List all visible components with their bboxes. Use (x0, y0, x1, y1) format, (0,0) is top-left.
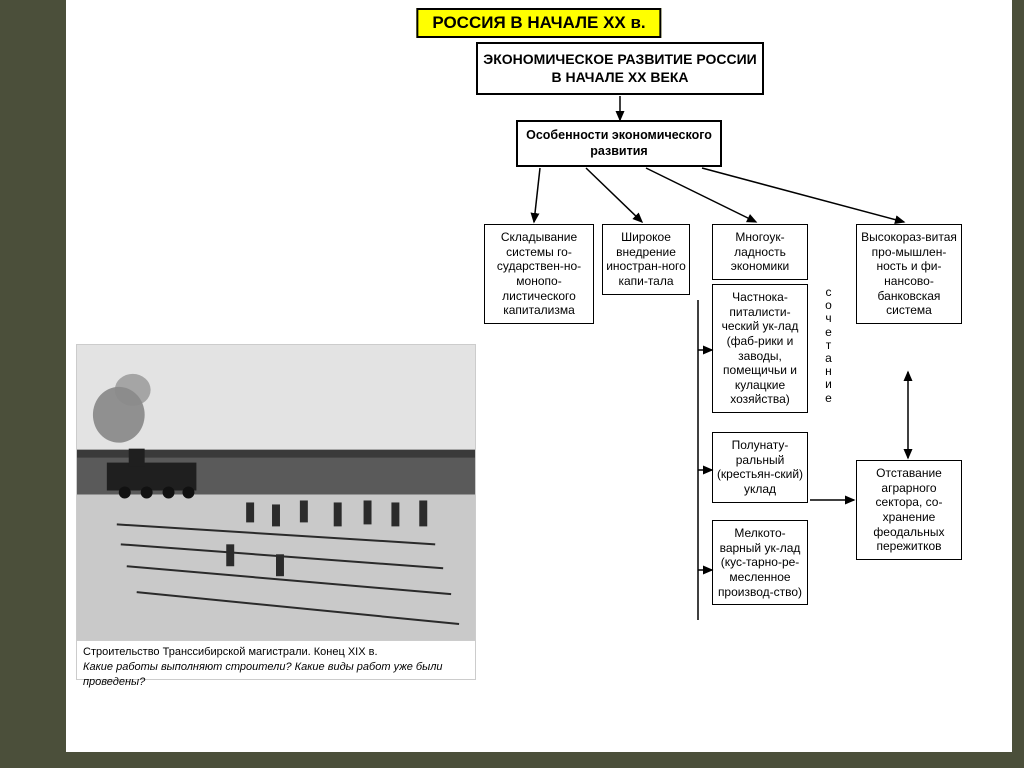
node-text: Полунату-ральный (крестьян-ский) уклад (717, 438, 803, 496)
node-developed-industry: Высокораз-витая про-мышлен-ность и фи-на… (856, 224, 962, 324)
node-text: Частнока-питалисти-ческий ук-лад (фаб-ри… (722, 290, 799, 406)
node-text: Широкое внедрение иностран-ного капи-тал… (606, 230, 686, 288)
railway-photo (77, 345, 475, 641)
title-banner: РОССИЯ В НАЧАЛЕ XX в. (416, 8, 661, 38)
vertical-label-sochetanie: сочетание (822, 286, 836, 405)
caption-line-1: Строительство Транссибирской магистрали.… (83, 645, 469, 660)
features-heading-text: Особенности экономического развития (526, 128, 712, 158)
main-heading-box: ЭКОНОМИЧЕСКОЕ РАЗВИТИЕ РОССИИ В НАЧАЛЕ X… (476, 42, 764, 95)
node-text: Складывание системы го-сударствен-но-мон… (497, 230, 581, 317)
node-private-capitalist: Частнока-питалисти-ческий ук-лад (фаб-ри… (712, 284, 808, 413)
photo-figure: Строительство Транссибирской магистрали.… (76, 344, 476, 680)
node-state-monopoly: Складывание системы го-сударствен-но-мон… (484, 224, 594, 324)
photo-caption: Строительство Транссибирской магистрали.… (77, 641, 475, 694)
node-text: Высокораз-витая про-мышлен-ность и фи-на… (861, 230, 957, 317)
node-text: Мелкото-варный ук-лад (кус-тарно-ре-месл… (718, 526, 802, 599)
node-text: Отставание аграрного сектора, со-хранени… (873, 466, 944, 553)
title-text: РОССИЯ В НАЧАЛЕ XX в. (432, 13, 645, 32)
caption-line-2: Какие работы выполняют строители? Какие … (83, 660, 469, 690)
features-heading-box: Особенности экономического развития (516, 120, 722, 167)
slide-canvas: РОССИЯ В НАЧАЛЕ XX в. ЭКОНОМИЧЕСКОЕ РАЗВ… (66, 0, 1012, 768)
node-foreign-capital: Широкое внедрение иностран-ного капи-тал… (602, 224, 690, 295)
node-text: Многоук-ладность экономики (731, 230, 789, 273)
main-heading-text: ЭКОНОМИЧЕСКОЕ РАЗВИТИЕ РОССИИ В НАЧАЛЕ X… (483, 51, 756, 85)
node-mixed-economy: Многоук-ладность экономики (712, 224, 808, 280)
node-agrarian-lag: Отставание аграрного сектора, со-хранени… (856, 460, 962, 560)
node-small-commodity: Мелкото-варный ук-лад (кус-тарно-ре-месл… (712, 520, 808, 605)
node-seminatural: Полунату-ральный (крестьян-ский) уклад (712, 432, 808, 503)
bottom-band (66, 752, 1012, 768)
